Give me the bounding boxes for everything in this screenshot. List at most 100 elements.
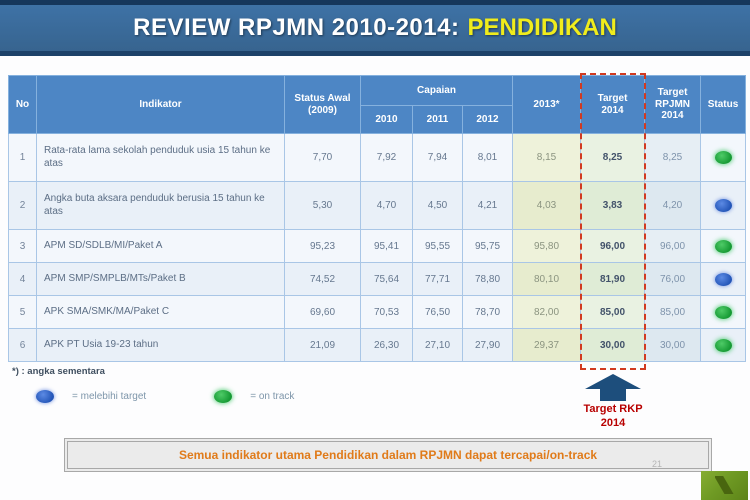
capaian-2010-value: 7,92 (360, 133, 413, 182)
capaian-2011-value: 7,94 (412, 133, 463, 182)
up-arrow-icon (585, 374, 641, 402)
target-rpjmn-value: 4,20 (644, 181, 701, 230)
row-number: 1 (8, 133, 37, 182)
status-dot-on-track (714, 239, 732, 253)
indicator-name: APM SMP/SMPLB/MTs/Paket B (36, 262, 285, 296)
capaian-2011-value: 76,50 (412, 295, 463, 329)
table-row: 3 APM SD/SDLB/MI/Paket A 95,23 95,41 95,… (8, 229, 746, 263)
status-cell (700, 133, 746, 182)
capaian-2011-value: 27,10 (412, 328, 463, 362)
conclusion-banner: Semua indikator utama Pendidikan dalam R… (64, 438, 712, 472)
legend-on-track-label: = on track (250, 391, 295, 402)
status-dot-on-track (714, 151, 732, 164)
target-2014-value: 30,00 (580, 328, 645, 362)
row-number: 5 (8, 295, 37, 329)
target-rkp-label: Target RKP 2014 (583, 403, 643, 430)
status-cell (700, 181, 746, 230)
row-number: 3 (8, 229, 37, 263)
col-header-2013: 2013* (512, 75, 581, 134)
target-2014-value: 8,25 (580, 133, 645, 182)
status-awal-value: 7,70 (284, 133, 361, 182)
capaian-2013-value: 29,37 (512, 328, 581, 362)
capaian-2010-value: 95,41 (360, 229, 413, 263)
status-dot-on-track (714, 305, 732, 319)
capaian-2012-value: 27,90 (462, 328, 513, 362)
col-header-target-2014: Target 2014 (580, 75, 645, 134)
target-rpjmn-value: 76,00 (644, 262, 701, 296)
target-2014-value: 81,90 (580, 262, 645, 296)
indicator-name: APM SD/SDLB/MI/Paket A (36, 229, 285, 263)
capaian-2013-value: 8,15 (512, 133, 581, 182)
status-awal-value: 95,23 (284, 229, 361, 263)
col-header-2012: 2012 (462, 105, 513, 134)
capaian-2013-value: 4,03 (512, 181, 581, 230)
page-number: 21 (652, 459, 663, 469)
capaian-2011-value: 77,71 (412, 262, 463, 296)
target-rpjmn-value: 30,00 (644, 328, 701, 362)
col-header-2010: 2010 (360, 105, 413, 134)
status-awal-value: 21,09 (284, 328, 361, 362)
capaian-2013-value: 95,80 (512, 229, 581, 263)
row-number: 2 (8, 181, 37, 230)
capaian-2012-value: 78,70 (462, 295, 513, 329)
target-2014-value: 85,00 (580, 295, 645, 329)
col-header-indikator: Indikator (36, 75, 285, 134)
target-2014-value: 3,83 (580, 181, 645, 230)
col-header-capaian: Capaian (360, 75, 513, 106)
status-awal-value: 74,52 (284, 262, 361, 296)
capaian-2013-value: 80,10 (512, 262, 581, 296)
legend-exceeds-target-label: = melebihi target (72, 391, 147, 402)
capaian-2011-value: 4,50 (412, 181, 463, 230)
capaian-2012-value: 78,80 (462, 262, 513, 296)
status-dot-exceeds-target (714, 272, 732, 286)
indicator-table: No Indikator Status Awal (2009) Capaian … (8, 75, 746, 362)
conclusion-text: Semua indikator utama Pendidikan dalam R… (178, 448, 598, 462)
status-awal-value: 5,30 (284, 181, 361, 230)
capaian-2012-value: 95,75 (462, 229, 513, 263)
table-row: 5 APK SMA/SMK/MA/Paket C 69,60 70,53 76,… (8, 295, 746, 329)
status-cell (700, 295, 746, 329)
capaian-2010-value: 4,70 (360, 181, 413, 230)
status-cell (700, 262, 746, 296)
col-header-status: Status (700, 75, 746, 134)
legend: = melebihi target = on track (36, 390, 352, 403)
indicator-name: Angka buta aksara penduduk berusia 15 ta… (36, 181, 285, 230)
capaian-2013-value: 82,00 (512, 295, 581, 329)
row-number: 4 (8, 262, 37, 296)
capaian-2012-value: 4,21 (462, 181, 513, 230)
legend-exceeds-target-icon (36, 390, 54, 403)
col-header-no: No (8, 75, 37, 134)
col-header-status-awal: Status Awal (2009) (284, 75, 361, 134)
footnote: *) : angka sementara (12, 366, 105, 377)
slide-title-highlight: PENDIDIKAN (467, 14, 617, 41)
target-2014-value: 96,00 (580, 229, 645, 263)
capaian-2012-value: 8,01 (462, 133, 513, 182)
col-header-target-rpjmn: Target RPJMN 2014 (644, 75, 701, 134)
table-row: 4 APM SMP/SMPLB/MTs/Paket B 74,52 75,64 … (8, 262, 746, 296)
status-cell (700, 229, 746, 263)
indicator-name: APK PT Usia 19-23 tahun (36, 328, 285, 362)
status-dot-on-track (714, 338, 732, 352)
status-awal-value: 69,60 (284, 295, 361, 329)
table-row: 1 Rata-rata lama sekolah penduduk usia 1… (8, 133, 746, 182)
capaian-2010-value: 75,64 (360, 262, 413, 296)
target-rpjmn-value: 85,00 (644, 295, 701, 329)
target-rpjmn-value: 8,25 (644, 133, 701, 182)
capaian-2010-value: 70,53 (360, 295, 413, 329)
indicator-name: Rata-rata lama sekolah penduduk usia 15 … (36, 133, 285, 182)
target-rpjmn-value: 96,00 (644, 229, 701, 263)
table-row: 2 Angka buta aksara penduduk berusia 15 … (8, 181, 746, 230)
capaian-2010-value: 26,30 (360, 328, 413, 362)
corner-logo (701, 471, 748, 500)
legend-on-track-icon (214, 390, 233, 403)
slide-title: REVIEW RPJMN 2010-2014: (133, 14, 460, 41)
col-header-2011: 2011 (412, 105, 463, 134)
indicator-name: APK SMA/SMK/MA/Paket C (36, 295, 285, 329)
status-dot-exceeds-target (714, 199, 732, 212)
table-row: 6 APK PT Usia 19-23 tahun 21,09 26,30 27… (8, 328, 746, 362)
table-body: 1 Rata-rata lama sekolah penduduk usia 1… (8, 133, 746, 362)
capaian-2011-value: 95,55 (412, 229, 463, 263)
status-cell (700, 328, 746, 362)
row-number: 6 (8, 328, 37, 362)
